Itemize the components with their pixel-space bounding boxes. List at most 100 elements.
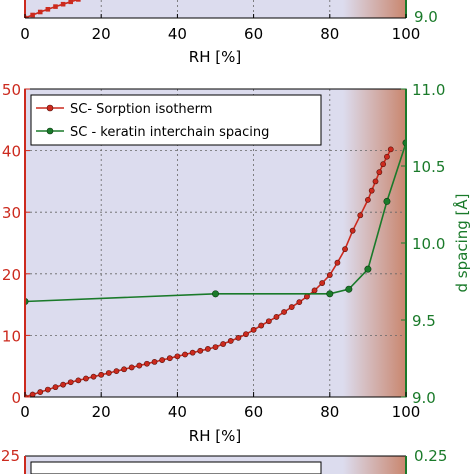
series-point-1 — [383, 197, 391, 205]
bottom-wet-zone — [343, 456, 406, 474]
series-point-0 — [368, 187, 375, 194]
series-point-0 — [304, 293, 310, 300]
series-point-1 — [212, 290, 220, 298]
series-point-0 — [258, 322, 265, 329]
middle-x-tick-label: 20 — [92, 403, 111, 421]
middle-x-ticks: 0 20 40 60 80 100 — [20, 392, 420, 421]
top-series-point — [37, 9, 43, 15]
top-series-point — [30, 12, 35, 18]
series-point-0 — [174, 353, 181, 360]
top-series-point — [53, 4, 58, 9]
series-point-0 — [189, 349, 196, 356]
series-point-0 — [380, 161, 387, 168]
series-point-0 — [387, 146, 394, 153]
top-series-point — [68, 0, 74, 5]
middle-panel: 0 20 40 60 80 100 0 10 20 30 40 50 9.0 9.5 10.0 10.5 1… — [2, 81, 471, 445]
bottom-left-tick-label: 25 — [1, 447, 20, 465]
middle-series — [25, 139, 406, 397]
legend-box — [30, 94, 322, 146]
middle-left-tick-label: 20 — [2, 266, 21, 284]
middle-left-tick-label: 40 — [2, 143, 21, 161]
middle-x-tick-label: 60 — [244, 403, 263, 421]
series-point-0 — [29, 391, 36, 397]
top-x-tick-label: 60 — [244, 25, 263, 43]
series-point-0 — [326, 272, 333, 278]
middle-right-tick-label: 9.0 — [412, 389, 436, 407]
middle-right-tick-label: 11.0 — [412, 81, 445, 99]
series-point-0 — [44, 386, 51, 393]
top-panel: 0 20 40 60 80 100 9.0 RH [%] — [20, 0, 438, 66]
series-point-0 — [151, 358, 158, 365]
middle-left-y-ticks: 0 10 20 30 40 50 — [2, 81, 30, 407]
middle-x-tick-label: 0 — [20, 403, 30, 421]
middle-left-tick-label: 0 — [11, 389, 21, 407]
series-point-0 — [235, 334, 242, 341]
series-point-0 — [113, 368, 120, 375]
series-point-0 — [121, 366, 127, 373]
series-point-1 — [345, 285, 353, 293]
series-point-0 — [144, 360, 150, 367]
series-point-0 — [281, 309, 287, 315]
legend-marker-sorption — [46, 104, 54, 112]
series-point-0 — [296, 299, 303, 306]
top-x-tick-label: 80 — [320, 25, 339, 43]
series-point-0 — [159, 357, 166, 363]
series-point-0 — [384, 153, 390, 160]
middle-right-y-ticks: 9.0 9.5 10.0 10.5 11.0 — [401, 81, 445, 407]
series-point-0 — [90, 373, 97, 380]
middle-right-tick-label: 10.5 — [412, 158, 445, 176]
series-point-0 — [197, 347, 204, 354]
middle-left-tick-label: 50 — [2, 81, 21, 99]
top-series-point — [76, 0, 81, 2]
middle-left-tick-label: 30 — [2, 204, 21, 222]
top-x-tick-label: 40 — [168, 25, 187, 43]
series-point-0 — [364, 196, 371, 203]
series-point-0 — [75, 377, 82, 384]
series-point-0 — [265, 318, 272, 325]
series-point-0 — [319, 280, 326, 286]
legend-marker-spacing — [46, 127, 54, 135]
bottom-panel: 25 0.25 — [1, 447, 447, 474]
middle-right-axis-label: d spacing [Å] — [452, 194, 471, 293]
series-point-0 — [227, 338, 234, 344]
series-point-0 — [136, 362, 143, 369]
series-point-0 — [357, 212, 364, 219]
series-point-0 — [250, 326, 257, 333]
top-right-tick-label: 9.0 — [414, 8, 438, 26]
series-point-0 — [52, 384, 59, 391]
series-point-0 — [342, 246, 348, 253]
series-point-0 — [182, 351, 188, 358]
series-point-0 — [349, 227, 356, 234]
bottom-right-tick-label: 0.25 — [414, 447, 447, 465]
top-x-tick-label: 0 — [20, 25, 30, 43]
bottom-legend-box — [30, 461, 322, 474]
top-x-ticks: 0 20 40 60 80 100 — [20, 14, 420, 43]
series-point-0 — [273, 314, 280, 320]
top-x-tick-label: 100 — [392, 25, 421, 43]
top-x-tick-label: 20 — [92, 25, 111, 43]
middle-right-tick-label: 9.5 — [412, 312, 436, 330]
middle-x-axis-label: RH [%] — [189, 427, 241, 445]
series-point-0 — [67, 379, 74, 386]
series-point-0 — [288, 304, 295, 310]
middle-x-tick-label: 80 — [320, 403, 339, 421]
top-wet-zone — [343, 0, 406, 18]
series-point-0 — [128, 364, 135, 371]
series-point-0 — [376, 169, 383, 176]
top-series-point — [60, 1, 66, 7]
top-series — [25, 0, 81, 18]
top-series-point — [25, 15, 28, 18]
top-series-point — [45, 7, 51, 12]
top-plot-background — [25, 0, 406, 18]
series-point-0 — [60, 381, 66, 388]
series-point-0 — [311, 287, 318, 294]
series-point-0 — [212, 344, 219, 351]
series-point-0 — [372, 178, 379, 185]
series-point-0 — [220, 341, 227, 347]
legend-label-spacing: SC - keratin interchain spacing — [70, 125, 269, 140]
series-point-0 — [105, 370, 112, 376]
series-point-0 — [98, 371, 105, 378]
legend-label-sorption: SC- Sorption isotherm — [70, 102, 212, 117]
series-point-0 — [334, 259, 341, 266]
